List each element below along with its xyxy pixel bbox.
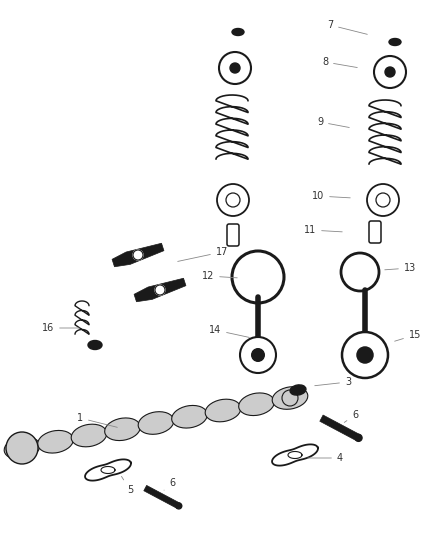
Circle shape (176, 503, 182, 509)
Circle shape (133, 250, 143, 260)
Circle shape (155, 285, 165, 295)
Text: 12: 12 (202, 271, 237, 281)
Text: 1: 1 (77, 413, 117, 427)
Polygon shape (112, 243, 164, 266)
Text: 8: 8 (322, 57, 357, 68)
Ellipse shape (239, 393, 274, 416)
Text: 13: 13 (385, 263, 416, 273)
Text: 11: 11 (304, 225, 342, 235)
Circle shape (357, 347, 373, 363)
Text: 6: 6 (164, 478, 175, 490)
Ellipse shape (232, 28, 244, 36)
Text: 17: 17 (178, 247, 228, 261)
Circle shape (282, 390, 298, 406)
Text: 15: 15 (395, 330, 421, 341)
Circle shape (240, 337, 276, 373)
Ellipse shape (389, 38, 401, 45)
Circle shape (385, 67, 395, 77)
Text: 10: 10 (312, 191, 350, 201)
Ellipse shape (205, 399, 241, 422)
Polygon shape (144, 486, 180, 508)
Circle shape (252, 349, 264, 361)
Circle shape (342, 332, 388, 378)
Text: 4: 4 (308, 453, 343, 463)
Ellipse shape (88, 341, 102, 350)
Ellipse shape (38, 431, 73, 453)
Text: 3: 3 (315, 377, 351, 387)
Text: 16: 16 (42, 323, 79, 333)
Ellipse shape (4, 437, 40, 459)
Ellipse shape (105, 418, 140, 441)
Text: 9: 9 (317, 117, 349, 127)
Text: 5: 5 (121, 477, 133, 495)
Polygon shape (134, 278, 186, 302)
Text: 6: 6 (344, 410, 358, 423)
Text: 14: 14 (209, 325, 249, 337)
Ellipse shape (272, 387, 308, 409)
Ellipse shape (290, 385, 306, 395)
Circle shape (355, 434, 362, 441)
Circle shape (6, 432, 38, 464)
Ellipse shape (172, 406, 207, 428)
Ellipse shape (138, 411, 174, 434)
Text: 7: 7 (327, 20, 367, 34)
Ellipse shape (71, 424, 107, 447)
Circle shape (230, 63, 240, 73)
Polygon shape (320, 415, 360, 441)
